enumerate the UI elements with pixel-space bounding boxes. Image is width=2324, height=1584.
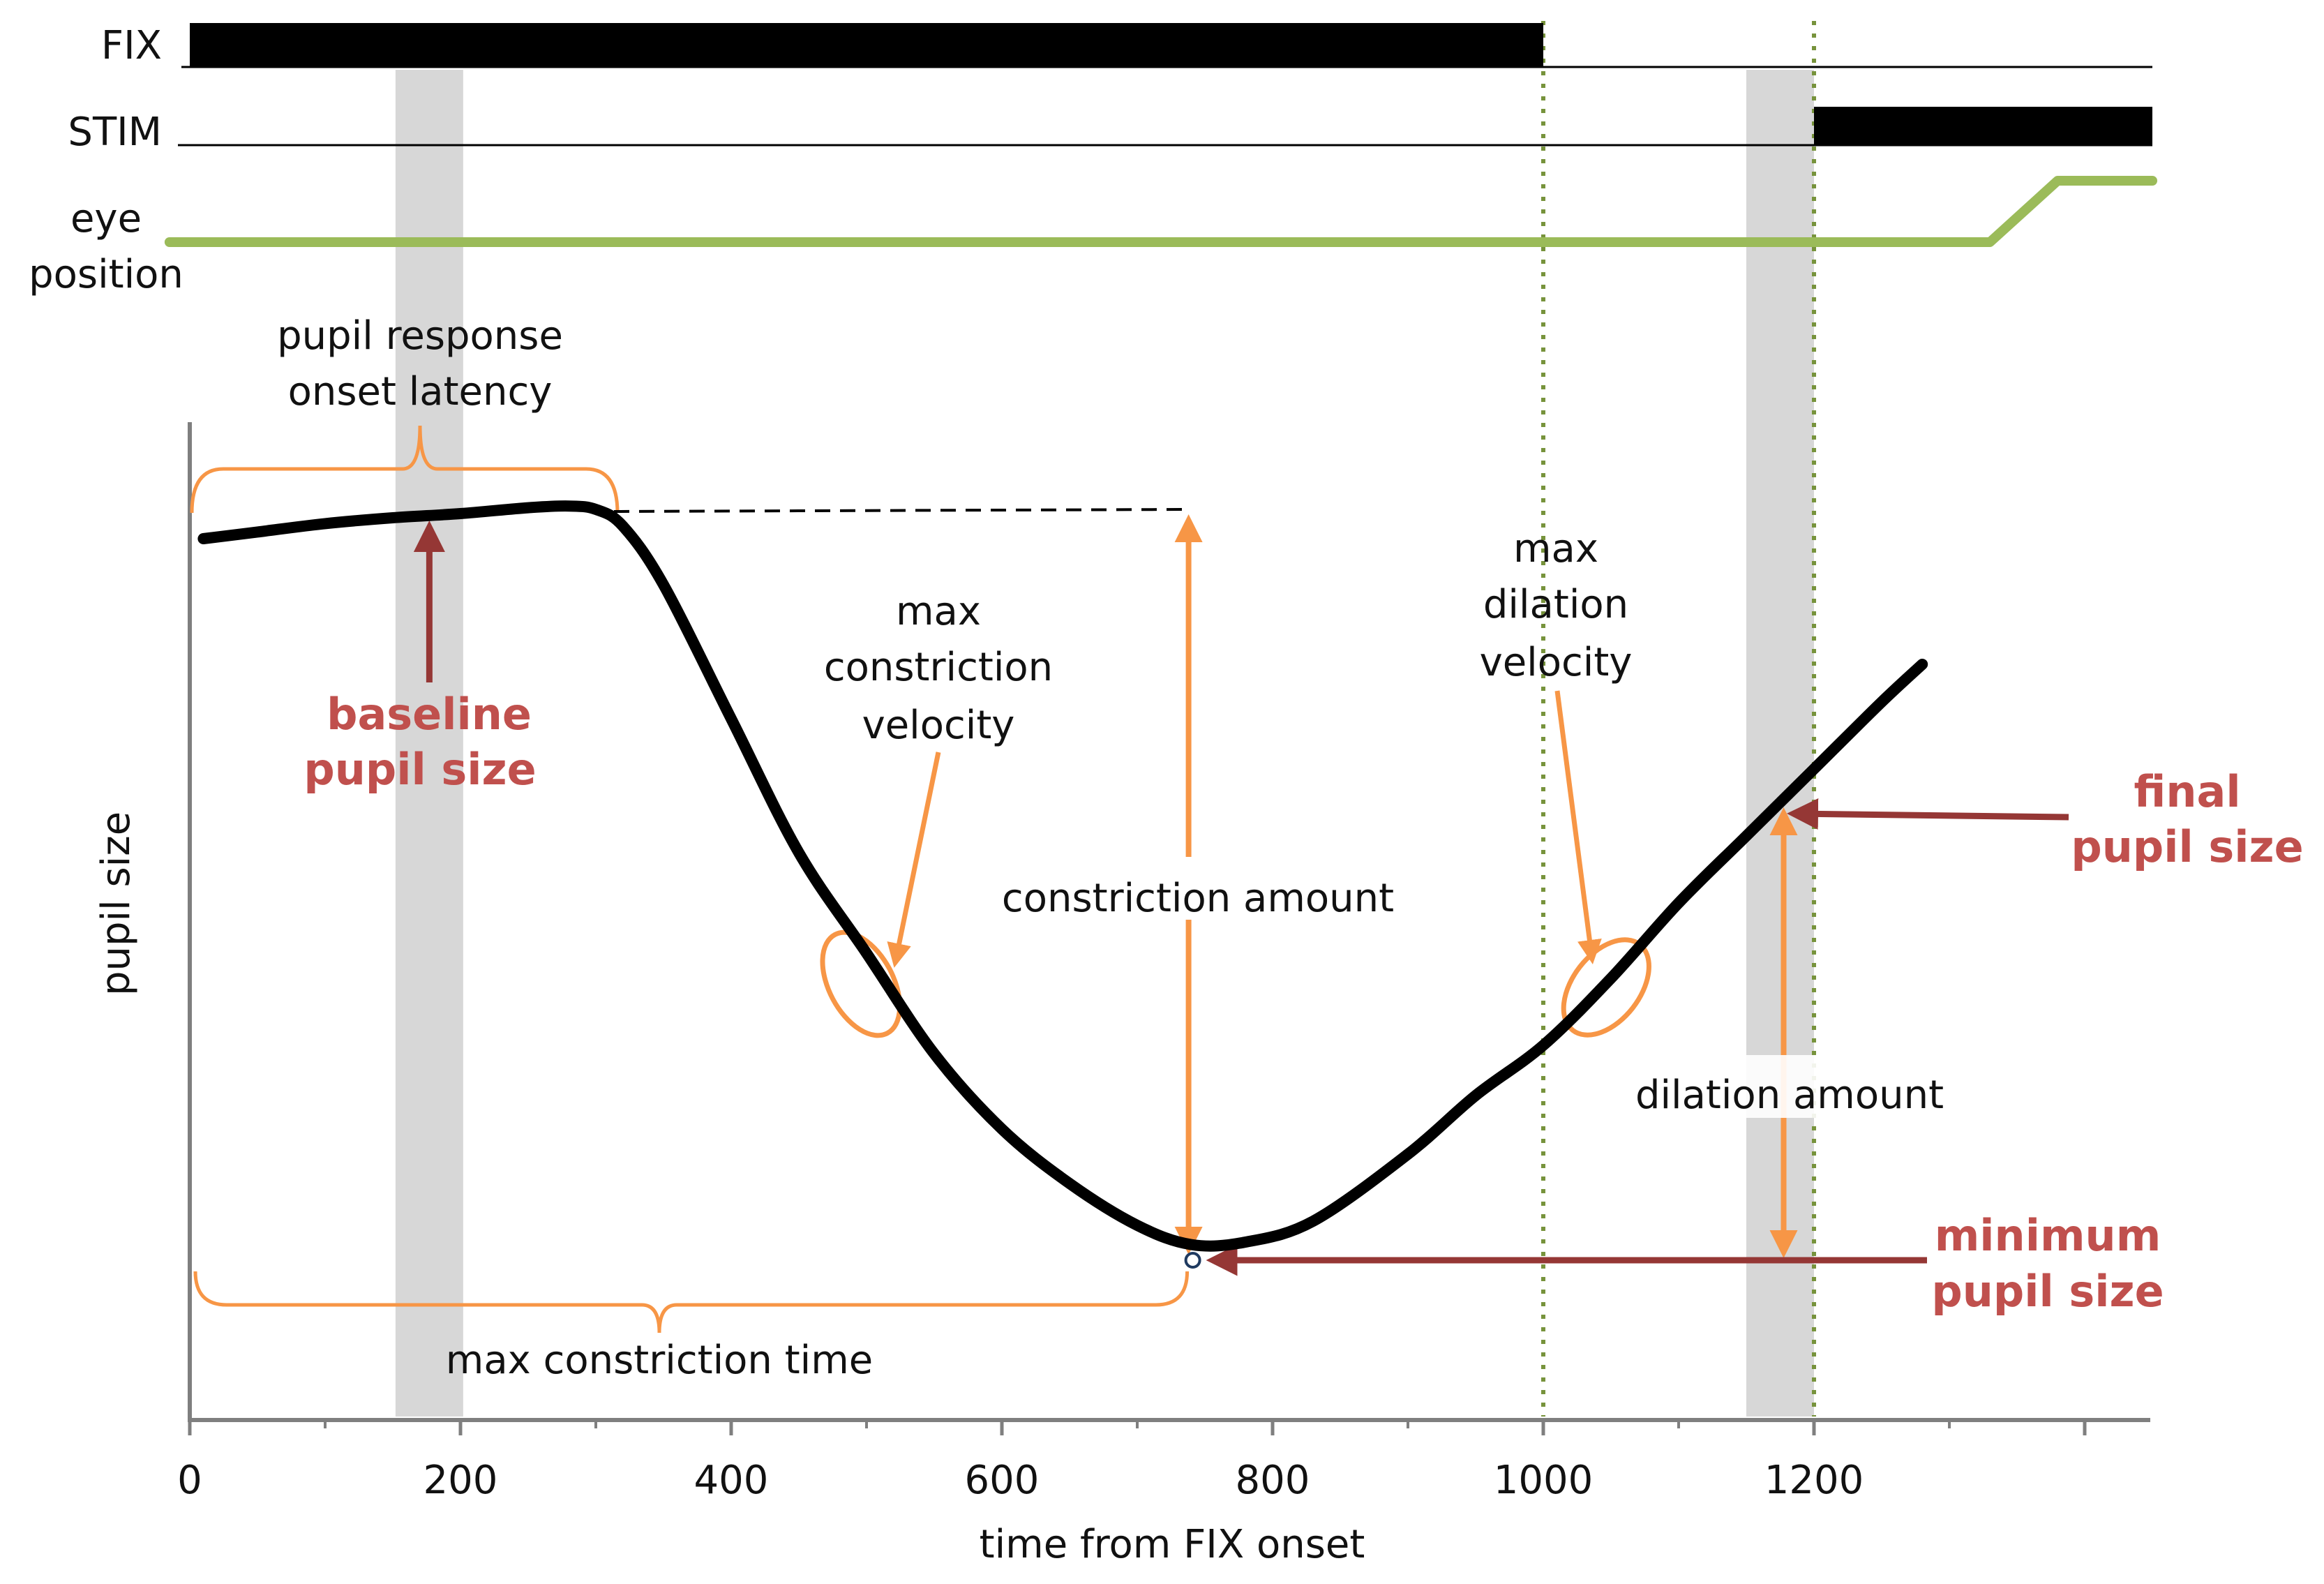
minimum-point-marker	[1184, 1252, 1201, 1269]
x-tick-label-1000: 1000	[1494, 1458, 1594, 1503]
max-constriction-velocity-label-line2: constriction	[824, 645, 1053, 690]
final-pupil-size-label-line2: pupil size	[2071, 821, 2303, 872]
x-tick-label-0: 0	[177, 1458, 202, 1503]
max-constriction-time-label: max constriction time	[446, 1338, 873, 1383]
minimum-pupil-size-label-line1: minimum	[1935, 1210, 2161, 1261]
max-constriction-velocity-label-line1: max	[896, 589, 981, 634]
max-constriction-velocity-label-line3: velocity	[862, 703, 1015, 748]
x-tick-label-800: 800	[1236, 1458, 1310, 1503]
analysis-window-1	[1746, 70, 1814, 1417]
onset-latency-label-line1: pupil response	[277, 313, 563, 359]
minimum-pupil-size-label-line2: pupil size	[1931, 1266, 2164, 1317]
analysis-window-0	[395, 70, 463, 1417]
constriction-amount-label-bg	[980, 857, 1416, 920]
max-constriction-velocity-ellipse	[820, 929, 903, 1038]
max-dilation-velocity-label-line3: velocity	[1480, 640, 1633, 685]
baseline-label-line2: pupil size	[303, 744, 536, 795]
stim-on-bar-0	[1814, 107, 2152, 145]
baseline-level-dashed-line	[613, 508, 1192, 513]
x-tick-label-600: 600	[965, 1458, 1040, 1503]
stim-row-label: STIM	[68, 110, 162, 155]
constriction-amount-label: constriction amount	[1002, 876, 1394, 921]
pupil-size-curve	[197, 500, 1928, 1252]
fix-row-label: FIX	[101, 23, 162, 68]
dilation-velocity-arrow	[1554, 690, 1602, 964]
eye-position-trace	[164, 176, 2157, 247]
max-dilation-velocity-label-line2: dilation	[1483, 582, 1628, 627]
baseline-label-line1: baseline	[327, 689, 532, 740]
fix-on-bar-0	[190, 23, 1543, 67]
x-tick-label-200: 200	[423, 1458, 498, 1503]
dilation-amount-label: dilation amount	[1635, 1073, 1944, 1118]
onset-latency-label-line2: onset latency	[288, 369, 553, 414]
eye-row-label-line1: eye	[70, 196, 142, 241]
x-tick-label-1200: 1200	[1764, 1458, 1864, 1503]
constriction-velocity-arrow	[887, 752, 941, 968]
x-tick-label-400: 400	[694, 1458, 769, 1503]
onset-latency-bracket	[190, 425, 620, 514]
max-constriction-time-bracket	[193, 1271, 1190, 1333]
final-pupil-size-arrow	[1787, 798, 2069, 830]
eye-row-label-line2: position	[29, 252, 183, 297]
dilation-amount-label-bg	[1605, 1055, 1967, 1118]
x-axis-label: time from FIX onset	[980, 1522, 1365, 1567]
final-pupil-size-label-line1: final	[2134, 766, 2240, 817]
max-dilation-velocity-label-line1: max	[1513, 526, 1598, 571]
y-axis-label: pupil size	[93, 812, 139, 996]
